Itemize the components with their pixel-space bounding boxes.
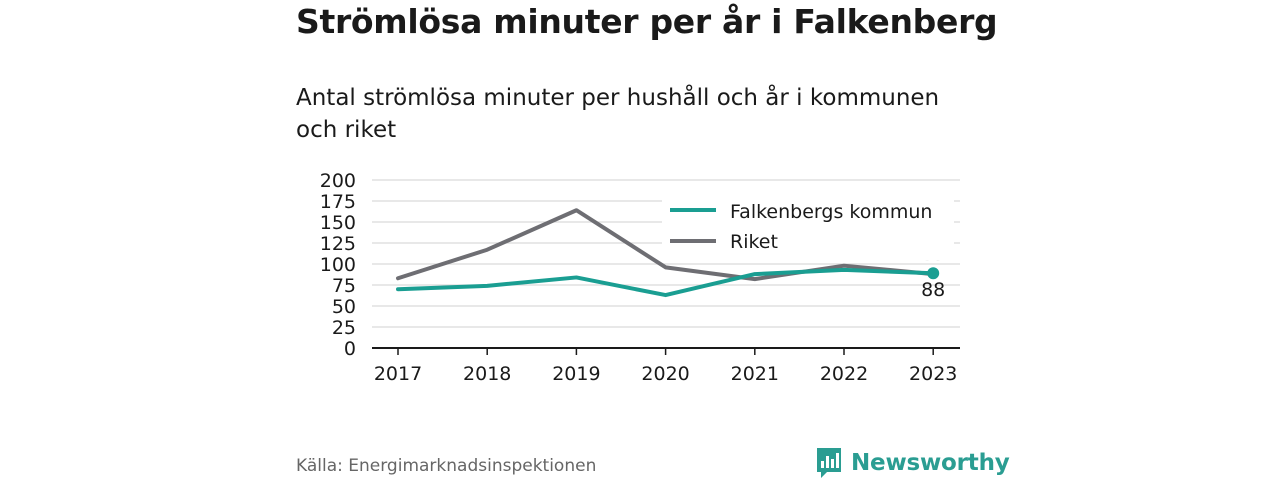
bar-chart-icon [817,448,841,478]
end-label-riket: 88 [921,279,945,301]
y-tick-label: 75 [332,275,356,297]
series-line-falkenbergs-kommun [396,267,936,298]
y-tick-label: 125 [320,233,356,255]
y-tick-label: 25 [332,317,356,339]
y-tick-label: 150 [320,212,356,234]
chart-title: Strömlösa minuter per år i Falkenberg [296,2,998,41]
newsworthy-logo: Newsworthy [815,446,1010,480]
x-tick-label: 2023 [909,363,957,385]
brand-name: Newsworthy [851,450,1010,476]
x-tick-label: 2017 [374,363,422,385]
series-endpoint-falkenbergs-kommun [927,267,940,280]
y-tick-label: 50 [332,296,356,318]
source-note: Källa: Energimarknadsinspektionen [296,456,597,476]
x-tick-label: 2022 [820,363,868,385]
x-tick-label: 2021 [731,363,779,385]
chart-subtitle: Antal strömlösa minuter per hushåll och … [296,85,940,143]
y-tick-label: 0 [344,338,356,360]
x-tick-label: 2020 [641,363,689,385]
y-tick-label: 200 [320,170,356,192]
series-line-riket [396,208,936,282]
y-tick-label: 175 [320,191,356,213]
y-tick-label: 100 [320,254,356,276]
legend-label-riket: Riket [730,231,778,253]
x-tick-label: 2019 [552,363,600,385]
x-tick-label: 2018 [463,363,511,385]
legend-label-falkenbergs-kommun: Falkenbergs kommun [730,201,932,223]
legend-background [662,190,954,260]
